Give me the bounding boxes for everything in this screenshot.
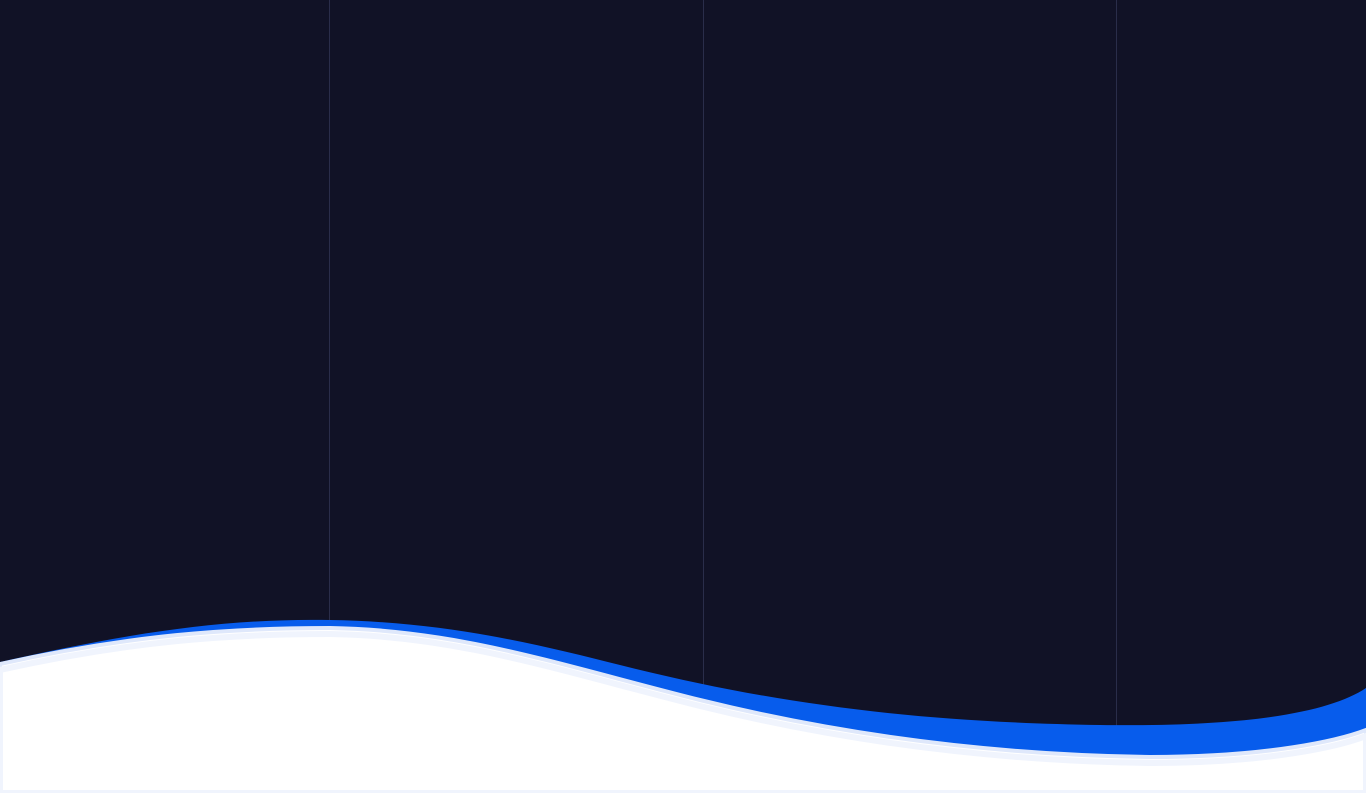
white-wave xyxy=(0,630,1366,793)
